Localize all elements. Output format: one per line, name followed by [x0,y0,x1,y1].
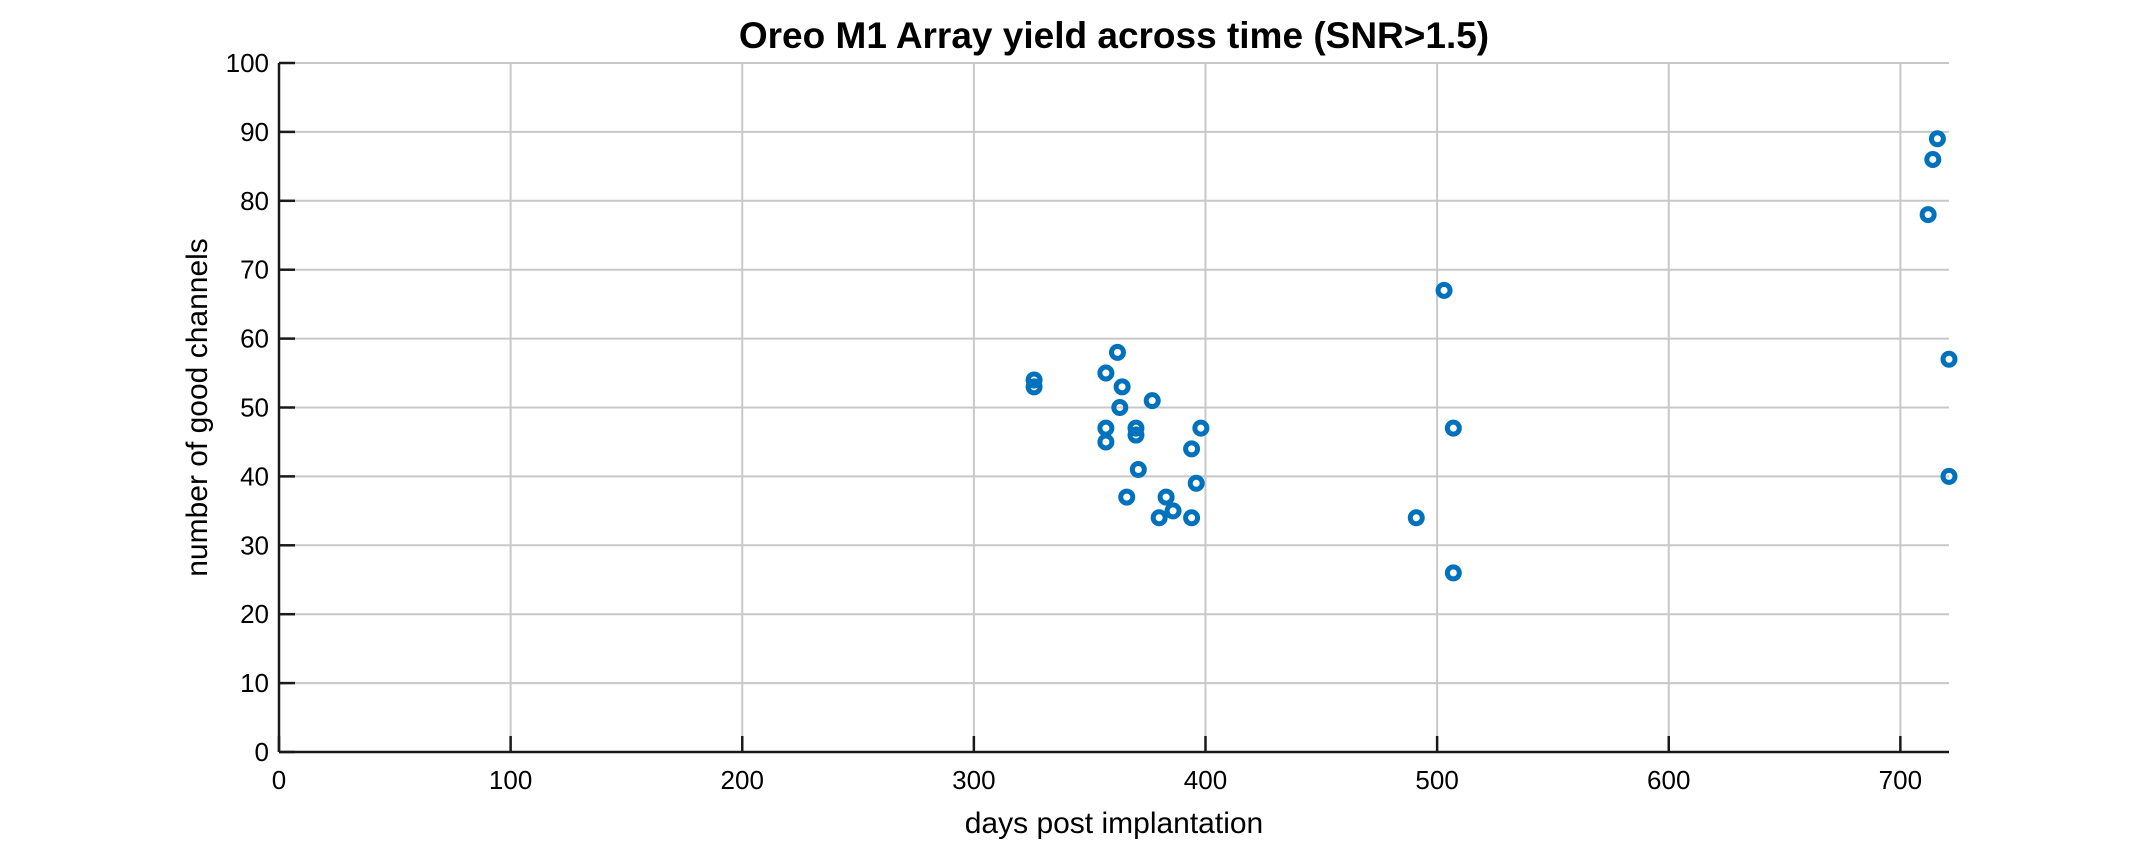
data-point [1025,378,1043,396]
x-tick-label: 600 [1647,765,1690,795]
x-axis-label: days post implantation [965,807,1264,840]
x-tick-label: 500 [1415,765,1458,795]
y-tick-label: 0 [255,737,269,767]
data-point [1444,564,1462,582]
data-point [1097,364,1115,382]
data-point [1164,502,1182,520]
data-point [1183,440,1201,458]
y-tick-label: 50 [240,393,269,423]
grid-lines [279,62,1949,752]
data-point [1183,509,1201,527]
y-tick-label: 60 [240,324,269,354]
data-point [1129,461,1147,479]
x-tick-label: 100 [489,765,532,795]
data-point [1435,281,1453,299]
data-point [1097,433,1115,451]
data-point [1118,488,1136,506]
chart-title: Oreo M1 Array yield across time (SNR>1.5… [739,15,1489,56]
data-point [1127,419,1145,437]
data-point [1108,343,1126,361]
x-tick-label: 0 [272,765,286,795]
data-point [1407,509,1425,527]
y-tick-label: 20 [240,599,269,629]
data-point [1187,474,1205,492]
data-point [1157,488,1175,506]
data-point [1113,378,1131,396]
data-point [1150,509,1168,527]
x-tick-label: 700 [1879,765,1922,795]
data-point [1192,419,1210,437]
y-tick-label: 10 [240,668,269,698]
data-point [1928,130,1946,148]
data-point [1025,371,1043,389]
x-tick-label: 200 [721,765,764,795]
x-ticks: 0 100 200 300 400 500 600 700 [272,736,1922,795]
y-tick-label: 80 [240,186,269,216]
y-tick-label: 100 [226,48,269,78]
data-point [1111,399,1129,416]
x-tick-label: 300 [952,765,995,795]
data-point [1940,467,1958,485]
data-point [1143,392,1161,410]
y-ticks: 0 10 20 30 40 50 60 70 80 90 100 [226,48,295,767]
data-point [1924,150,1942,168]
y-tick-label: 40 [240,461,269,491]
data-point [1097,419,1115,437]
data-point [1940,350,1958,368]
y-tick-label: 70 [240,255,269,285]
x-tick-label: 400 [1184,765,1227,795]
y-tick-label: 90 [240,117,269,147]
data-point [1127,426,1145,444]
data-point [1444,419,1462,437]
y-axis-label: number of good channels [181,238,214,577]
data-points [1025,130,1958,582]
data-point [1919,206,1937,224]
y-tick-label: 30 [240,530,269,560]
